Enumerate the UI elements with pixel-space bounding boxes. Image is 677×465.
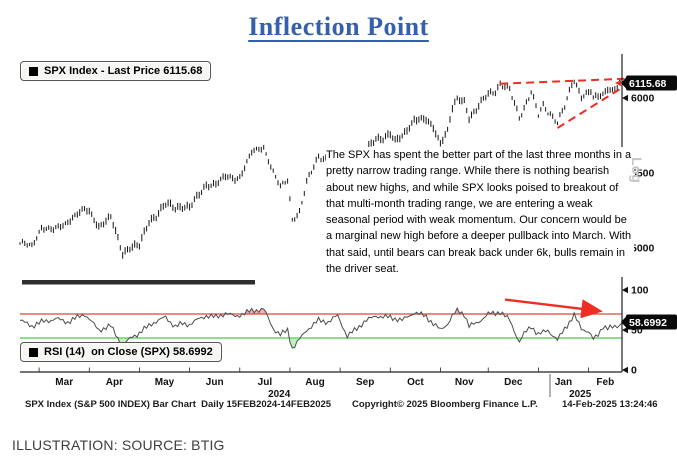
x-axis-month-label: Feb [596, 377, 614, 388]
series-swatch-icon [29, 347, 38, 357]
x-axis-month-label: Oct [407, 377, 424, 388]
chart-footer-copyright: Copyright© 2025 Bloomberg Finance L.P. [352, 399, 538, 410]
rsi-legend-label: RSI (14) on Close (SPX) 58.6992 [44, 346, 213, 358]
x-axis-month-label: Nov [455, 377, 474, 388]
x-axis-month-label: Jan [555, 377, 572, 388]
price-series-legend: SPX Index - Last Price 6115.68 [20, 61, 212, 81]
x-axis-month-label: Dec [504, 377, 523, 388]
y-axis-tick-label: 6000 [631, 93, 655, 105]
x-axis-month-label: May [155, 377, 175, 388]
y-axis-tick-label: 50 [631, 325, 643, 337]
illustration-source-caption: ILLUSTRATION: SOURCE: BTIG [12, 437, 225, 453]
x-axis-year-label: 2025 [569, 389, 592, 400]
last-price-chip: 6115.68 [621, 75, 677, 91]
rsi-arrow-annotation [504, 298, 603, 319]
rsi-last-value-chip: 58.6992 [621, 314, 677, 330]
x-axis-month-label: Apr [106, 377, 123, 388]
log-scale-label: Log [629, 157, 645, 183]
y-axis-tick-label: 100 [631, 285, 649, 297]
panel-divider-bar [22, 280, 255, 285]
y-axis-tick-label: 5000 [631, 243, 655, 255]
y-axis-tick-label: 5500 [631, 168, 655, 180]
x-axis-month-label: Sep [356, 377, 374, 388]
rsi-series-legend: RSI (14) on Close (SPX) 58.6992 [20, 342, 222, 362]
last-price-marker [615, 80, 621, 86]
trendline-annotations [500, 77, 625, 129]
chart-footer-timestamp: 14-Feb-2025 13:24:46 [562, 399, 658, 410]
x-axis-year-label: 2024 [268, 389, 291, 400]
analyst-annotation-text: The SPX has spent the better part of the… [326, 147, 634, 278]
x-axis-month-label: Mar [55, 377, 73, 388]
x-axis-month-label: Aug [305, 377, 324, 388]
x-axis-month-label: Jul [258, 377, 273, 388]
axes: Mar Apr May Jun Jul Aug Sep Oct Nov Dec Jan Feb 2024… [20, 54, 655, 400]
y-axis-tick-label: 0 [631, 365, 637, 377]
series-swatch-icon [29, 66, 38, 76]
x-axis-month-label: Jun [206, 377, 224, 388]
svg-text:58.6992: 58.6992 [629, 317, 667, 329]
price-legend-label: SPX Index - Last Price 6115.68 [44, 65, 203, 77]
page-title: Inflection Point [248, 12, 429, 41]
chart-footer-description: SPX Index (S&P 500 INDEX) Bar Chart Dail… [25, 399, 332, 410]
svg-text:6115.68: 6115.68 [629, 78, 667, 90]
